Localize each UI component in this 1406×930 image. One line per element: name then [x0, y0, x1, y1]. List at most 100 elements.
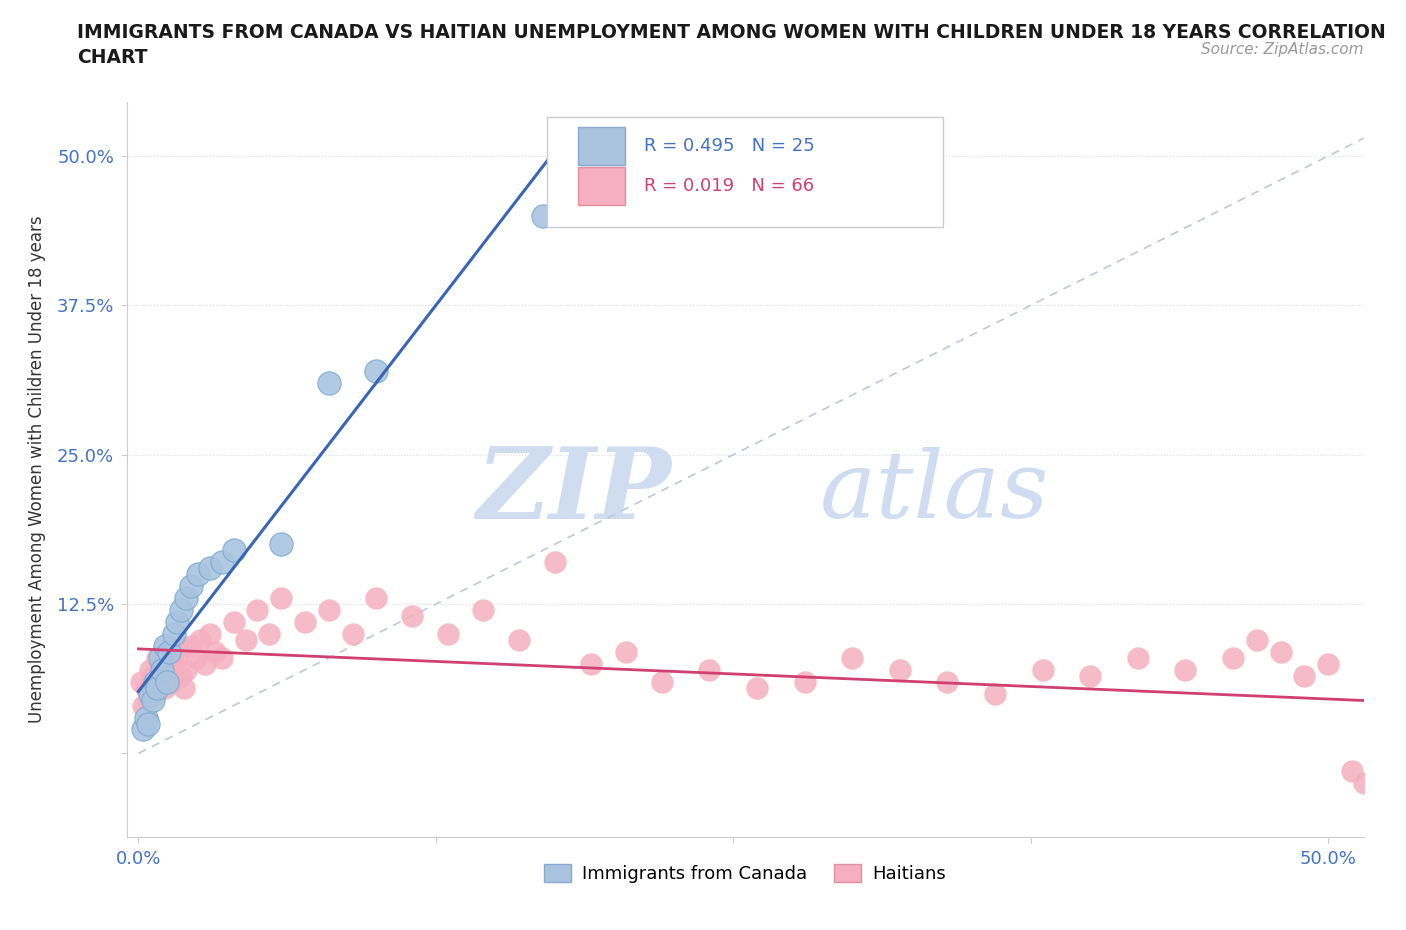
Point	[174, 662, 197, 677]
Point	[132, 698, 155, 713]
Point	[156, 662, 179, 677]
Point	[270, 537, 292, 551]
Point	[142, 692, 165, 707]
Point	[342, 627, 364, 642]
Point	[366, 364, 388, 379]
Point	[136, 716, 159, 731]
Point	[198, 561, 221, 576]
Point	[401, 608, 423, 623]
Point	[139, 662, 162, 677]
Point	[160, 674, 183, 689]
Text: R = 0.495   N = 25: R = 0.495 N = 25	[644, 137, 814, 154]
Point	[149, 674, 172, 689]
Point	[614, 644, 637, 659]
Point	[222, 543, 245, 558]
Point	[1174, 662, 1197, 677]
FancyBboxPatch shape	[578, 167, 626, 206]
Point	[235, 632, 257, 647]
Point	[204, 644, 226, 659]
Point	[156, 674, 179, 689]
Point	[1294, 669, 1316, 684]
Point	[184, 650, 207, 665]
Point	[150, 662, 173, 677]
Point	[153, 680, 176, 695]
Point	[166, 650, 188, 665]
Point	[222, 615, 245, 630]
Point	[129, 674, 152, 689]
Point	[472, 603, 495, 618]
Point	[143, 674, 166, 689]
Point	[153, 638, 176, 653]
Point	[508, 632, 530, 647]
Point	[180, 578, 202, 593]
Point	[166, 615, 188, 630]
Point	[579, 657, 602, 671]
Point	[157, 669, 180, 684]
Point	[984, 686, 1007, 701]
Point	[544, 555, 567, 570]
Point	[174, 591, 197, 605]
Point	[150, 657, 173, 671]
Legend: Immigrants from Canada, Haitians: Immigrants from Canada, Haitians	[537, 857, 953, 890]
Point	[187, 566, 209, 581]
Text: atlas: atlas	[820, 446, 1049, 537]
Point	[188, 632, 211, 647]
Point	[1353, 776, 1375, 790]
Point	[170, 669, 193, 684]
Point	[259, 627, 281, 642]
FancyBboxPatch shape	[547, 117, 943, 227]
Point	[146, 680, 169, 695]
Point	[294, 615, 316, 630]
Point	[211, 555, 233, 570]
Point	[167, 638, 190, 653]
Point	[135, 680, 157, 695]
Y-axis label: Unemployment Among Women with Children Under 18 years: Unemployment Among Women with Children U…	[28, 216, 45, 724]
Point	[318, 603, 340, 618]
Point	[936, 674, 959, 689]
Point	[194, 657, 217, 671]
Point	[1246, 632, 1268, 647]
Point	[1270, 644, 1292, 659]
Point	[1126, 650, 1149, 665]
Point	[745, 680, 768, 695]
Text: IMMIGRANTS FROM CANADA VS HAITIAN UNEMPLOYMENT AMONG WOMEN WITH CHILDREN UNDER 1: IMMIGRANTS FROM CANADA VS HAITIAN UNEMPL…	[77, 23, 1386, 42]
Point	[246, 603, 269, 618]
Point	[146, 650, 169, 665]
Point	[173, 680, 195, 695]
Point	[142, 669, 165, 684]
Point	[651, 674, 673, 689]
Point	[1317, 657, 1340, 671]
Point	[198, 627, 221, 642]
Point	[1222, 650, 1244, 665]
Text: ZIP: ZIP	[477, 444, 671, 540]
Point	[1364, 770, 1386, 785]
Point	[180, 638, 202, 653]
Point	[436, 627, 458, 642]
Point	[143, 686, 166, 701]
Point	[889, 662, 911, 677]
Point	[149, 650, 172, 665]
Point	[699, 662, 721, 677]
Point	[1341, 764, 1364, 778]
Point	[136, 692, 159, 707]
Point	[841, 650, 863, 665]
Point	[139, 686, 162, 701]
Point	[793, 674, 815, 689]
Point	[366, 591, 388, 605]
FancyBboxPatch shape	[578, 126, 626, 165]
Text: R = 0.019   N = 66: R = 0.019 N = 66	[644, 177, 814, 195]
Point	[318, 376, 340, 391]
Point	[270, 591, 292, 605]
Point	[163, 657, 186, 671]
Point	[135, 711, 157, 725]
Text: Source: ZipAtlas.com: Source: ZipAtlas.com	[1201, 42, 1364, 57]
Point	[157, 644, 180, 659]
Point	[211, 650, 233, 665]
Text: CHART: CHART	[77, 48, 148, 67]
Point	[1388, 782, 1406, 797]
Point	[1078, 669, 1101, 684]
Point	[132, 722, 155, 737]
Point	[531, 208, 554, 223]
Point	[170, 603, 193, 618]
Point	[1032, 662, 1054, 677]
